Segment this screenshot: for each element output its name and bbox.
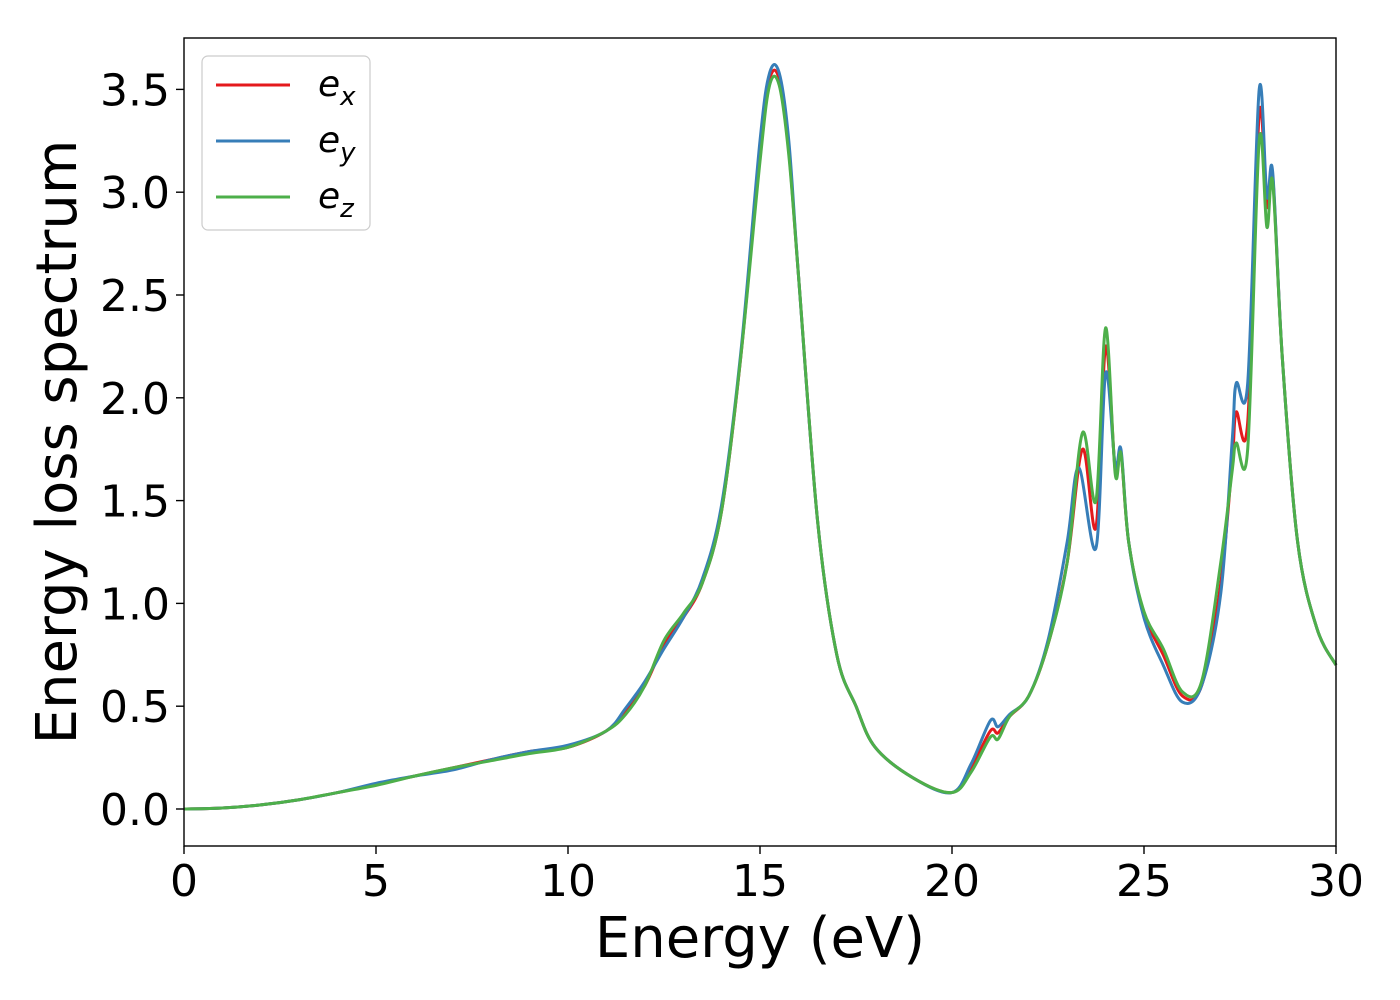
legend-label-y: ey <box>318 120 356 168</box>
x-tick-label: 5 <box>362 856 390 907</box>
y-tick-label: 2.5 <box>100 271 170 322</box>
x-axis: 0 5 10 15 20 25 30 <box>170 846 1364 907</box>
series-layer <box>183 62 1338 811</box>
y-tick-label: 3.5 <box>100 65 170 116</box>
series-line-z <box>183 74 1338 811</box>
x-tick-label: 10 <box>540 856 596 907</box>
y-axis: 0.0 0.5 1.0 1.5 2.0 2.5 3.0 3.5 <box>100 65 184 836</box>
x-axis-title: Energy (eV) <box>595 906 925 971</box>
y-tick-label: 1.0 <box>100 579 170 630</box>
y-tick-label: 3.0 <box>100 168 170 219</box>
x-tick-label: 15 <box>732 856 788 907</box>
y-tick-label: 0.5 <box>100 682 170 733</box>
x-tick-label: 20 <box>924 856 980 907</box>
legend-box <box>201 55 371 231</box>
y-tick-label: 2.0 <box>100 374 170 425</box>
y-axis-title: Energy loss spectrum <box>25 140 90 745</box>
y-tick-label: 0.0 <box>100 785 170 836</box>
x-tick-label: 30 <box>1308 856 1364 907</box>
x-tick-label: 0 <box>170 856 198 907</box>
y-tick-label: 1.5 <box>100 477 170 528</box>
x-tick-label: 25 <box>1116 856 1172 907</box>
